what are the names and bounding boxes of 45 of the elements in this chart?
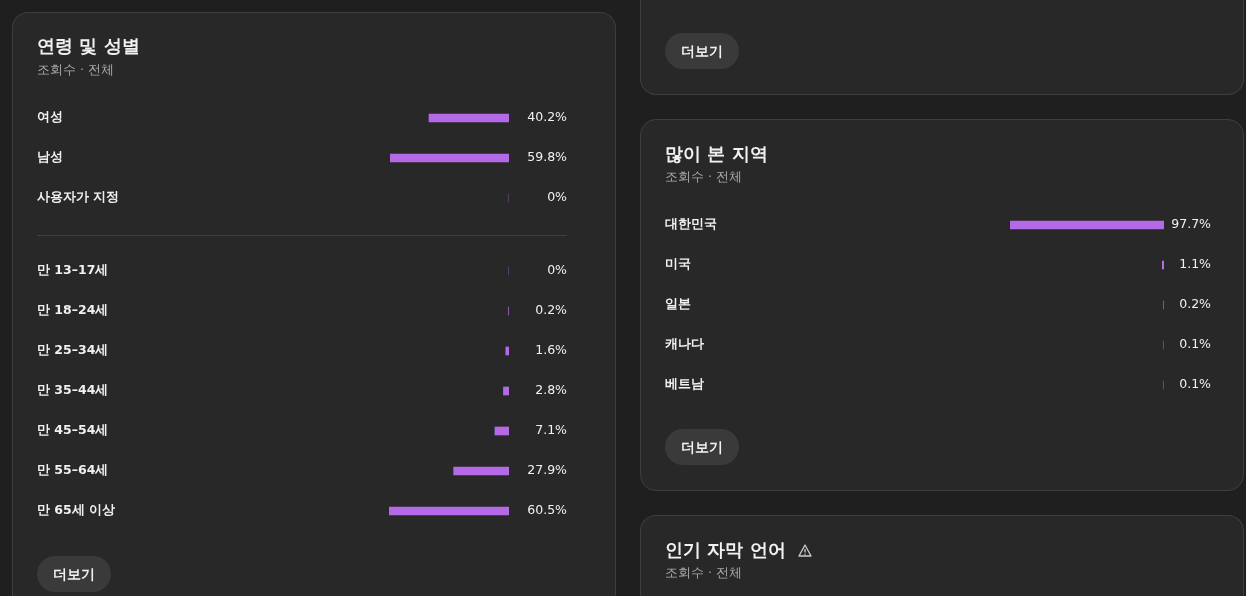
bar <box>494 426 509 436</box>
y-tick-label: 만 18–24세 <box>37 302 109 318</box>
y-tick-label: 만 55–64세 <box>37 462 109 478</box>
y-tick-label: 만 25–34세 <box>37 342 109 358</box>
data-label: 1.6% <box>535 342 568 358</box>
y-tick-label: 만 35–44세 <box>37 382 109 398</box>
bar <box>389 506 509 516</box>
data-label: 60.5% <box>527 502 568 518</box>
data-label: 0.2% <box>535 302 568 318</box>
more-button: 더보기 <box>665 429 739 465</box>
y-tick-label: 일본 <box>665 296 691 312</box>
y-tick-label: 대한민국 <box>665 216 717 232</box>
bar <box>1010 220 1164 230</box>
more-button: 더보기 <box>37 556 111 592</box>
data-label: 59.8% <box>527 149 568 165</box>
data-label: 0.1% <box>1179 376 1212 392</box>
y-tick-label: 만 65세 이상 <box>37 502 116 518</box>
bar <box>505 346 509 356</box>
text: 많이 본 지역 <box>665 142 768 166</box>
bar <box>453 466 509 476</box>
y-tick-label: 미국 <box>665 256 691 272</box>
y-tick-label: 베트남 <box>665 376 704 392</box>
y-tick-label: 남성 <box>37 149 63 165</box>
text: 조회수 · 전체 <box>37 62 114 79</box>
data-label: 40.2% <box>527 109 568 125</box>
text: 조회수 · 전체 <box>665 169 742 186</box>
data-label: 97.7% <box>1171 216 1212 232</box>
text: 인기 자막 언어 <box>665 538 786 562</box>
text: 조회수 · 전체 <box>665 565 742 582</box>
bar <box>503 386 509 396</box>
y-tick-label: 만 45–54세 <box>37 422 109 438</box>
y-tick-label: 사용자가 지정 <box>37 189 120 205</box>
data-label: 0% <box>547 262 568 278</box>
text: 연령 및 성별 <box>37 34 140 58</box>
data-label: 27.9% <box>527 462 568 478</box>
y-tick-label: 여성 <box>37 109 63 125</box>
data-label: 0% <box>547 189 568 205</box>
data-label: 1.1% <box>1179 256 1212 272</box>
data-label: 2.8% <box>535 382 568 398</box>
y-tick-label: 캐나다 <box>665 336 704 352</box>
more-button: 더보기 <box>665 33 739 69</box>
data-label: 0.2% <box>1179 296 1212 312</box>
data-label: 0.1% <box>1179 336 1212 352</box>
y-tick-label: 만 13–17세 <box>37 262 109 278</box>
data-label: 7.1% <box>535 422 568 438</box>
